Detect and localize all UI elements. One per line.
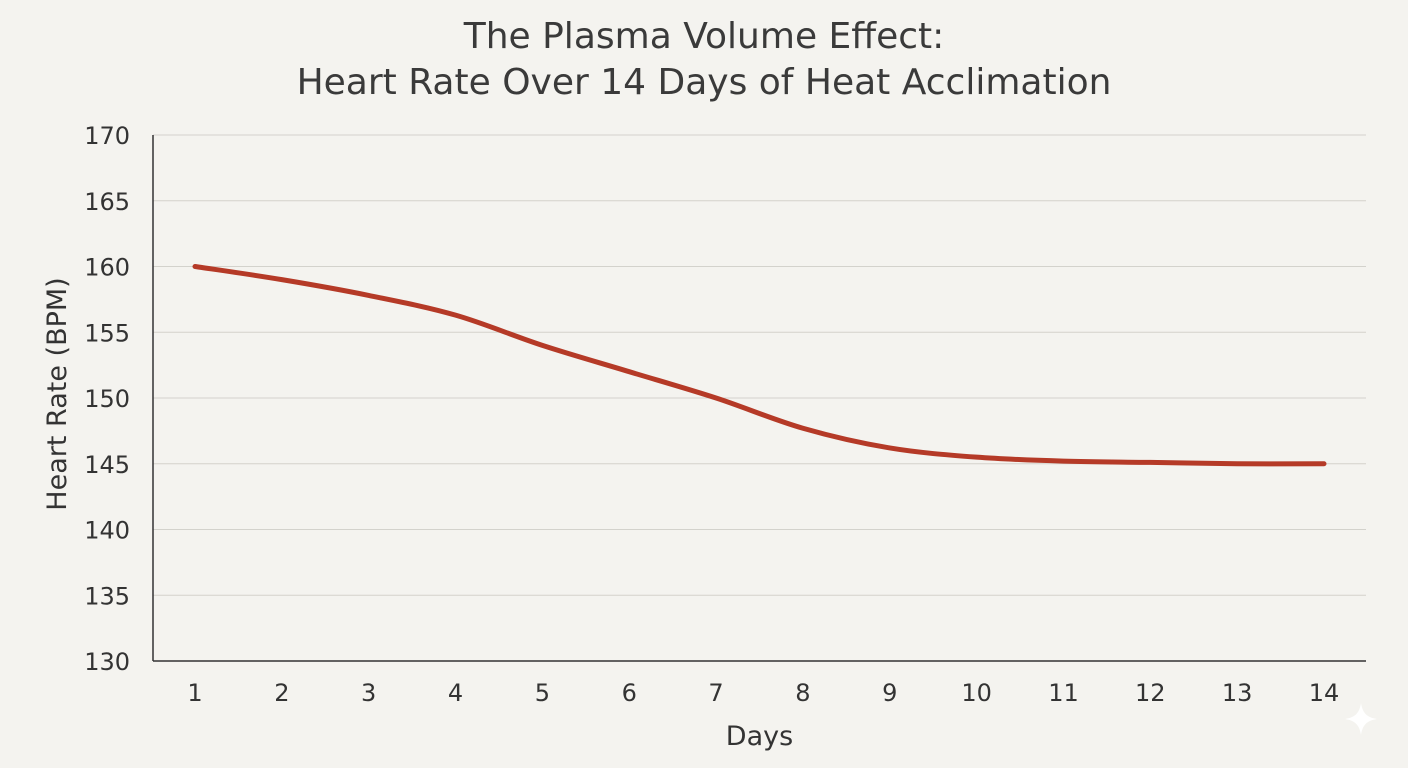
x-tick-label-8: 8 (795, 679, 810, 707)
y-tick-label-150: 150 (84, 385, 130, 413)
x-tick-label-6: 6 (622, 679, 637, 707)
y-axis-title: Heart Rate (BPM) (42, 277, 73, 510)
gridlines (153, 134, 1366, 596)
chart-title-line-1: The Plasma Volume Effect: (463, 16, 945, 57)
chart-title: The Plasma Volume Effect: Heart Rate Ove… (0, 14, 1408, 106)
y-tick-labels: 130 135 140 145 150 155 160 165 170 (84, 122, 130, 676)
x-tick-label-7: 7 (708, 679, 723, 707)
y-tick-label-140: 140 (84, 517, 130, 545)
x-axis-title: Days (726, 721, 793, 752)
x-tick-label-9: 9 (882, 679, 897, 707)
x-tick-label-4: 4 (448, 679, 463, 707)
x-tick-label-2: 2 (274, 679, 289, 707)
chart-title-line-2: Heart Rate Over 14 Days of Heat Acclimat… (296, 62, 1112, 103)
x-tick-label-3: 3 (361, 679, 376, 707)
x-tick-labels: 1 2 3 4 5 6 7 8 9 10 11 12 13 14 (187, 679, 1339, 707)
series-group (192, 264, 1327, 467)
x-tick-label-10: 10 (961, 679, 992, 707)
axes (152, 135, 1366, 662)
sparkle-icon (1345, 703, 1377, 735)
x-tick-label-14: 14 (1309, 679, 1340, 707)
y-tick-label-165: 165 (84, 188, 130, 216)
x-tick-label-1: 1 (187, 679, 202, 707)
x-tick-label-13: 13 (1222, 679, 1253, 707)
x-tick-label-12: 12 (1135, 679, 1166, 707)
y-tick-label-155: 155 (84, 319, 130, 347)
y-tick-label-160: 160 (84, 254, 130, 282)
y-tick-label-135: 135 (84, 582, 130, 610)
series-line-0 (192, 264, 1327, 467)
y-tick-label-145: 145 (84, 451, 130, 479)
x-tick-label-5: 5 (535, 679, 550, 707)
y-tick-label-130: 130 (84, 648, 130, 676)
y-tick-label-170: 170 (84, 122, 130, 150)
x-tick-label-11: 11 (1048, 679, 1079, 707)
